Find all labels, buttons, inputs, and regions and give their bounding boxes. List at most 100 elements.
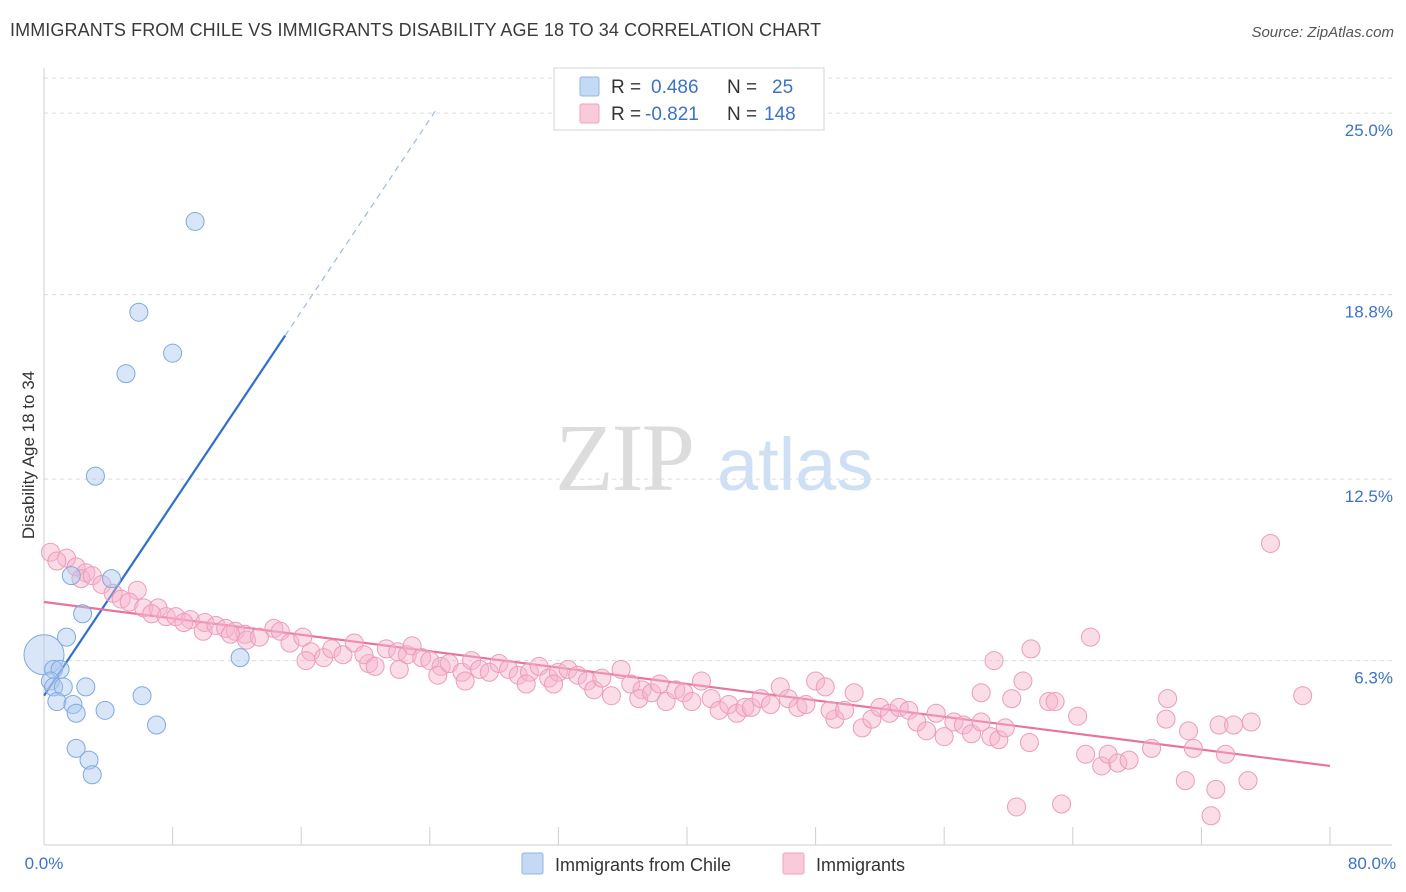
point-immigrants (119, 592, 139, 612)
point-immigrants (301, 642, 321, 662)
point-immigrants (558, 659, 578, 679)
point-immigrants (127, 580, 147, 600)
point-immigrants (601, 686, 621, 706)
point-immigrants (1293, 686, 1313, 706)
point-immigrants (249, 627, 269, 647)
point-immigrants (156, 607, 176, 627)
point-immigrants (701, 689, 721, 709)
point-immigrants (899, 700, 919, 720)
point-chile (66, 738, 86, 758)
point-immigrants (844, 683, 864, 703)
point-immigrants (354, 645, 374, 665)
point-chile (66, 703, 86, 723)
point-immigrants (815, 677, 835, 697)
point-immigrants (296, 651, 316, 671)
point-immigrants (568, 665, 588, 685)
point-immigrants (1158, 689, 1178, 709)
point-immigrants (1119, 750, 1139, 770)
point-immigrants (926, 703, 946, 723)
point-immigrants (47, 551, 67, 571)
point-immigrants (806, 671, 826, 691)
point-immigrants (735, 697, 755, 717)
point-immigrants (1206, 779, 1226, 799)
point-chile (147, 715, 167, 735)
point-immigrants (1261, 533, 1281, 553)
point-chile (61, 566, 81, 586)
point-immigrants (870, 697, 890, 717)
point-immigrants (1175, 771, 1195, 791)
point-immigrants (1052, 794, 1072, 814)
point-immigrants (650, 674, 670, 694)
point-chile (102, 569, 122, 589)
point-immigrants (1080, 627, 1100, 647)
point-chile (116, 364, 136, 384)
point-immigrants (489, 653, 509, 673)
point-immigrants (516, 674, 536, 694)
point-immigrants (611, 659, 631, 679)
point-immigrants (751, 689, 771, 709)
point-immigrants (1224, 715, 1244, 735)
point-immigrants (971, 683, 991, 703)
bottom-legend: Immigrants from Chile Immigrants (521, 852, 905, 875)
point-immigrants (584, 680, 604, 700)
bottom-legend-swatch-chile (521, 852, 544, 875)
point-immigrants (1183, 738, 1203, 758)
point-chile (230, 648, 250, 668)
legend-box: R = 0.486 N = 25 R = -0.821 N = 148 (553, 67, 825, 131)
trend-line-chile (43, 335, 287, 697)
point-chile (163, 343, 183, 363)
point-chile (85, 466, 105, 486)
point-immigrants (917, 721, 937, 741)
point-chile (82, 765, 102, 785)
point-immigrants (682, 692, 702, 712)
legend-n-value-immigrants: 148 (764, 104, 796, 125)
point-immigrants (1156, 709, 1176, 729)
legend-n-label-chile: N = (727, 77, 757, 98)
point-immigrants (934, 727, 954, 747)
point-immigrants (995, 718, 1015, 738)
point-immigrants (376, 639, 396, 659)
point-immigrants (365, 656, 385, 676)
legend-swatch-chile (579, 76, 600, 97)
chart-title: IMMIGRANTS FROM CHILE VS IMMIGRANTS DISA… (10, 20, 822, 40)
point-immigrants (1142, 738, 1162, 758)
trend-line-chile-extension (284, 106, 439, 336)
point-immigrants (761, 694, 781, 714)
point-immigrants (389, 659, 409, 679)
y-tick-label: 6.3% (1354, 669, 1393, 688)
point-chile (73, 604, 93, 624)
point-immigrants (1007, 797, 1027, 817)
legend-swatch-immigrants (579, 103, 600, 124)
legend-r-label-chile: R = (611, 77, 641, 98)
point-chile (79, 750, 99, 770)
y-tick-label: 12.5% (1345, 487, 1393, 506)
point-immigrants (1045, 692, 1065, 712)
point-immigrants (1179, 721, 1199, 741)
point-immigrants (1013, 671, 1033, 691)
point-immigrants (1092, 756, 1112, 776)
point-chile (47, 692, 67, 712)
point-chile (57, 627, 77, 647)
point-immigrants (1076, 744, 1096, 764)
point-chile (185, 211, 205, 231)
point-immigrants (1039, 692, 1059, 712)
bottom-legend-label-immigrants: Immigrants (816, 855, 905, 875)
source-label: Source: ZipAtlas.com (1251, 24, 1394, 41)
point-immigrants (820, 700, 840, 720)
point-immigrants (66, 557, 86, 577)
point-immigrants (1021, 639, 1041, 659)
legend-n-label-immigrants: N = (727, 104, 757, 125)
point-immigrants (174, 613, 194, 633)
point-immigrants (592, 668, 612, 688)
grid-lines (44, 77, 1392, 662)
axis-ticks: 6.3% 12.5% 18.8% 25.0% (1345, 121, 1393, 687)
point-chile (129, 302, 149, 322)
point-immigrants (1216, 744, 1236, 764)
y-tick-label: 18.8% (1345, 303, 1393, 322)
point-immigrants (280, 633, 300, 653)
axes (43, 68, 1392, 846)
point-immigrants (629, 689, 649, 709)
point-immigrants (1108, 753, 1128, 773)
point-immigrants (1241, 712, 1261, 732)
